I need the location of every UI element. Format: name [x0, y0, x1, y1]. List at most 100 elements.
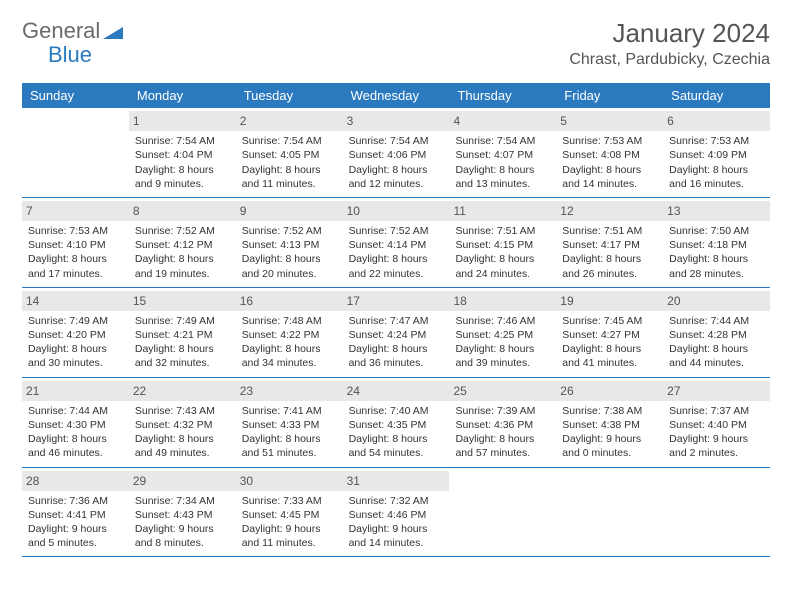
sunset-text: Sunset: 4:05 PM: [242, 148, 337, 162]
daylight1-text: Daylight: 8 hours: [135, 342, 230, 356]
sunrise-text: Sunrise: 7:47 AM: [349, 314, 444, 328]
daylight2-text: and 57 minutes.: [455, 446, 550, 460]
sunset-text: Sunset: 4:04 PM: [135, 148, 230, 162]
sunrise-text: Sunrise: 7:51 AM: [562, 224, 657, 238]
daylight2-text: and 30 minutes.: [28, 356, 123, 370]
daylight1-text: Daylight: 8 hours: [242, 432, 337, 446]
daylight2-text: and 32 minutes.: [135, 356, 230, 370]
daylight1-text: Daylight: 8 hours: [669, 252, 764, 266]
daylight1-text: Daylight: 8 hours: [669, 163, 764, 177]
day-number: 12: [556, 201, 663, 221]
sunset-text: Sunset: 4:14 PM: [349, 238, 444, 252]
daylight1-text: Daylight: 8 hours: [349, 432, 444, 446]
daylight2-text: and 46 minutes.: [28, 446, 123, 460]
sunset-text: Sunset: 4:25 PM: [455, 328, 550, 342]
day-cell: 28Sunrise: 7:36 AMSunset: 4:41 PMDayligh…: [22, 468, 129, 557]
day-cell: 30Sunrise: 7:33 AMSunset: 4:45 PMDayligh…: [236, 468, 343, 557]
brand-logo: General Blue: [22, 18, 123, 44]
weekday-label: Friday: [556, 83, 663, 108]
day-cell: 13Sunrise: 7:50 AMSunset: 4:18 PMDayligh…: [663, 198, 770, 287]
day-number: 13: [663, 201, 770, 221]
day-number: 19: [556, 291, 663, 311]
sunrise-text: Sunrise: 7:37 AM: [669, 404, 764, 418]
sunrise-text: Sunrise: 7:51 AM: [455, 224, 550, 238]
daylight2-text: and 19 minutes.: [135, 267, 230, 281]
daylight2-text: and 22 minutes.: [349, 267, 444, 281]
weekday-label: Saturday: [663, 83, 770, 108]
daylight1-text: Daylight: 8 hours: [455, 432, 550, 446]
daylight1-text: Daylight: 8 hours: [135, 252, 230, 266]
sunrise-text: Sunrise: 7:48 AM: [242, 314, 337, 328]
day-cell: 10Sunrise: 7:52 AMSunset: 4:14 PMDayligh…: [343, 198, 450, 287]
day-number: 27: [663, 381, 770, 401]
day-number: 22: [129, 381, 236, 401]
sunrise-text: Sunrise: 7:38 AM: [562, 404, 657, 418]
day-cell: 11Sunrise: 7:51 AMSunset: 4:15 PMDayligh…: [449, 198, 556, 287]
daylight1-text: Daylight: 8 hours: [28, 342, 123, 356]
sunrise-text: Sunrise: 7:54 AM: [135, 134, 230, 148]
daylight2-text: and 44 minutes.: [669, 356, 764, 370]
brand-part2: Blue: [48, 42, 92, 68]
weekday-label: Wednesday: [343, 83, 450, 108]
daylight1-text: Daylight: 8 hours: [455, 163, 550, 177]
day-cell: 4Sunrise: 7:54 AMSunset: 4:07 PMDaylight…: [449, 108, 556, 197]
brand-part1: General: [22, 18, 100, 44]
day-cell: 19Sunrise: 7:45 AMSunset: 4:27 PMDayligh…: [556, 288, 663, 377]
day-number: 7: [22, 201, 129, 221]
sunset-text: Sunset: 4:15 PM: [455, 238, 550, 252]
daylight2-text: and 11 minutes.: [242, 177, 337, 191]
sunset-text: Sunset: 4:17 PM: [562, 238, 657, 252]
sunrise-text: Sunrise: 7:33 AM: [242, 494, 337, 508]
sunset-text: Sunset: 4:18 PM: [669, 238, 764, 252]
sunset-text: Sunset: 4:33 PM: [242, 418, 337, 432]
day-cell: [449, 468, 556, 557]
daylight2-text: and 5 minutes.: [28, 536, 123, 550]
day-cell: 23Sunrise: 7:41 AMSunset: 4:33 PMDayligh…: [236, 378, 343, 467]
sunset-text: Sunset: 4:36 PM: [455, 418, 550, 432]
daylight2-text: and 34 minutes.: [242, 356, 337, 370]
daylight2-text: and 49 minutes.: [135, 446, 230, 460]
day-number: 26: [556, 381, 663, 401]
sunrise-text: Sunrise: 7:53 AM: [669, 134, 764, 148]
day-number: 15: [129, 291, 236, 311]
daylight2-text: and 0 minutes.: [562, 446, 657, 460]
daylight1-text: Daylight: 8 hours: [28, 252, 123, 266]
sunrise-text: Sunrise: 7:40 AM: [349, 404, 444, 418]
day-cell: 1Sunrise: 7:54 AMSunset: 4:04 PMDaylight…: [129, 108, 236, 197]
daylight2-text: and 16 minutes.: [669, 177, 764, 191]
sunrise-text: Sunrise: 7:36 AM: [28, 494, 123, 508]
daylight1-text: Daylight: 8 hours: [242, 163, 337, 177]
day-cell: 2Sunrise: 7:54 AMSunset: 4:05 PMDaylight…: [236, 108, 343, 197]
daylight2-text: and 17 minutes.: [28, 267, 123, 281]
sunset-text: Sunset: 4:43 PM: [135, 508, 230, 522]
day-cell: [663, 468, 770, 557]
day-cell: 29Sunrise: 7:34 AMSunset: 4:43 PMDayligh…: [129, 468, 236, 557]
sunrise-text: Sunrise: 7:54 AM: [242, 134, 337, 148]
sunrise-text: Sunrise: 7:49 AM: [28, 314, 123, 328]
sunrise-text: Sunrise: 7:46 AM: [455, 314, 550, 328]
day-cell: 5Sunrise: 7:53 AMSunset: 4:08 PMDaylight…: [556, 108, 663, 197]
sunset-text: Sunset: 4:10 PM: [28, 238, 123, 252]
daylight1-text: Daylight: 8 hours: [455, 342, 550, 356]
week-row: 28Sunrise: 7:36 AMSunset: 4:41 PMDayligh…: [22, 468, 770, 558]
sunrise-text: Sunrise: 7:41 AM: [242, 404, 337, 418]
week-row: 21Sunrise: 7:44 AMSunset: 4:30 PMDayligh…: [22, 378, 770, 468]
daylight2-text: and 11 minutes.: [242, 536, 337, 550]
sunset-text: Sunset: 4:41 PM: [28, 508, 123, 522]
daylight1-text: Daylight: 8 hours: [349, 342, 444, 356]
daylight1-text: Daylight: 8 hours: [349, 163, 444, 177]
daylight1-text: Daylight: 9 hours: [349, 522, 444, 536]
daylight1-text: Daylight: 8 hours: [562, 342, 657, 356]
daylight1-text: Daylight: 8 hours: [135, 432, 230, 446]
sunrise-text: Sunrise: 7:44 AM: [28, 404, 123, 418]
sunrise-text: Sunrise: 7:52 AM: [135, 224, 230, 238]
location-text: Chrast, Pardubicky, Czechia: [569, 51, 770, 69]
logo-triangle-icon: [103, 23, 123, 39]
day-cell: 22Sunrise: 7:43 AMSunset: 4:32 PMDayligh…: [129, 378, 236, 467]
daylight2-text: and 24 minutes.: [455, 267, 550, 281]
daylight2-text: and 39 minutes.: [455, 356, 550, 370]
day-cell: 14Sunrise: 7:49 AMSunset: 4:20 PMDayligh…: [22, 288, 129, 377]
day-cell: 20Sunrise: 7:44 AMSunset: 4:28 PMDayligh…: [663, 288, 770, 377]
day-number: 8: [129, 201, 236, 221]
sunset-text: Sunset: 4:13 PM: [242, 238, 337, 252]
